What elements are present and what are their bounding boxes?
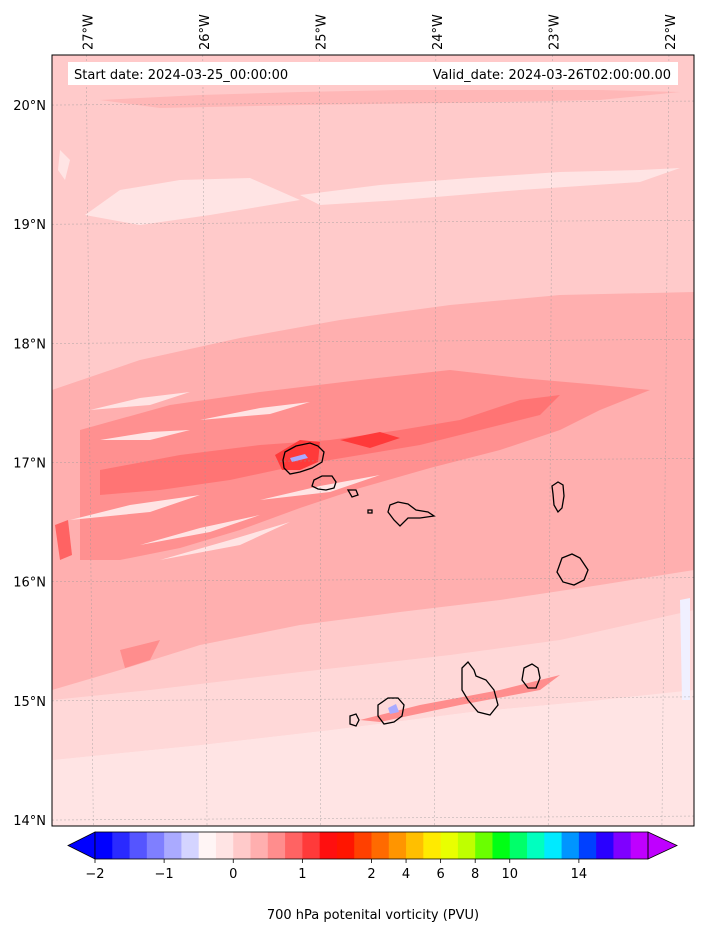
meridian-line [434,55,437,826]
parallel-line [52,815,694,821]
map-frame [51,54,695,827]
colorbar-swatch [354,832,372,859]
colorbar-swatch [509,832,528,859]
colorbar-swatch [630,832,649,859]
longitude-tick-label: 27°W [81,14,96,50]
colorbar-swatch [267,832,286,859]
island-santo-antao [282,442,325,475]
latitude-tick-label: 14°N [13,814,46,829]
colorbar-tick-label: 10 [501,867,518,882]
island-coastlines [282,442,589,727]
island-brava [349,713,360,727]
meridian-line [319,55,321,826]
latitude-tick-label: 17°N [13,457,46,472]
colorbar-swatch [544,832,563,859]
island-boa-vista [556,553,589,586]
longitude-tick-label: 24°W [431,14,446,50]
colorbar-swatch [596,832,614,859]
start-date-text: Start date: 2024-03-25_00:00:00 [74,68,288,83]
colorbar-tick-label: 6 [436,867,444,882]
colorbar-swatch [112,832,131,859]
colorbar-swatch [527,832,545,859]
colorbar-swatch [388,832,407,859]
pv-field-upper-streak [85,178,300,225]
parallel-line [52,696,694,702]
latitude-tick-label: 20°N [13,99,46,114]
colorbar-swatch [371,832,390,859]
island-sao-vicente [311,475,337,491]
colorbar-swatch [475,832,493,859]
colorbar-label: 700 hPa potenital vorticity (PVU) [267,908,479,923]
island-sal [551,481,565,514]
colorbar-swatch [146,832,165,859]
colorbar-swatch [578,832,597,859]
pv-field-island-max [275,440,320,470]
colorbar-tick-label: 0 [229,867,237,882]
meridian-line [661,55,670,826]
parallel-line [52,219,694,225]
info-box [68,62,678,85]
colorbar-swatch [423,832,442,859]
meridian-line [547,55,553,826]
longitude-tick-labels: 27°W 26°W 25°W 24°W 23°W 22°W [81,14,679,50]
colorbar-swatch [319,832,338,859]
colorbar-swatch [336,832,355,859]
colorbar-swatch [181,832,200,859]
colorbar-under-triangle [67,831,96,860]
meridian-line [202,55,208,826]
colorbar-swatch [302,832,321,859]
parallel-line [52,339,694,344]
longitude-tick-label: 22°W [664,14,679,50]
colorbar-swatch [561,832,580,859]
island-maio [521,663,541,689]
colorbar-swatch [285,832,303,859]
colorbar-tick-label: 8 [471,867,479,882]
colorbar-tick-labels: −2 −1 0 1 2 4 6 8 10 14 [85,859,587,882]
colorbar-tick-label: 2 [367,867,375,882]
colorbar-tick-label: 1 [298,867,306,882]
latitude-tick-label: 18°N [13,337,46,352]
colorbar [67,831,678,860]
colorbar-swatch [406,832,424,859]
colorbar-swatch [95,832,113,859]
parallel-line [52,577,694,582]
colorbar-swatch [164,832,182,859]
island-santa-luzia [346,489,359,498]
colorbar-tick-label: 4 [402,867,410,882]
colorbar-swatch [233,832,252,859]
parallel-line [52,458,694,463]
longitude-tick-label: 25°W [314,14,329,50]
colorbar-swatch [250,832,269,859]
colorbar-swatch [457,832,476,859]
pv-field-band-streaks [70,392,380,560]
latitude-tick-label: 15°N [13,695,46,710]
island-sao-nicolau [387,501,436,527]
pv-field [52,55,694,826]
pv-field-low-zone [52,690,694,826]
longitude-tick-label: 26°W [198,14,213,50]
latitude-tick-labels: 14°N 15°N 16°N 17°N 18°N 19°N 20°N [13,99,46,829]
colorbar-swatch [492,832,511,859]
graticule [52,55,694,826]
latitude-tick-label: 16°N [13,576,46,591]
island-santiago [461,661,499,716]
longitude-tick-label: 23°W [547,14,562,50]
colorbar-over-triangle [647,831,678,860]
island-raso [367,509,373,514]
colorbar-tick-label: 14 [571,867,588,882]
parallel-line [52,100,694,106]
meridian-line [86,55,94,826]
colorbar-swatch [129,832,148,859]
colorbar-swatch [198,832,217,859]
colorbar-swatch [613,832,632,859]
colorbar-tick-label: −2 [85,867,104,882]
island-fogo [377,697,405,725]
latitude-tick-label: 19°N [13,218,46,233]
colorbar-swatch [440,832,459,859]
valid-date-text: Valid_date: 2024-03-26T02:00:00.00 [433,68,671,83]
colorbar-tick-label: −1 [155,867,174,882]
colorbar-swatch [215,832,234,859]
